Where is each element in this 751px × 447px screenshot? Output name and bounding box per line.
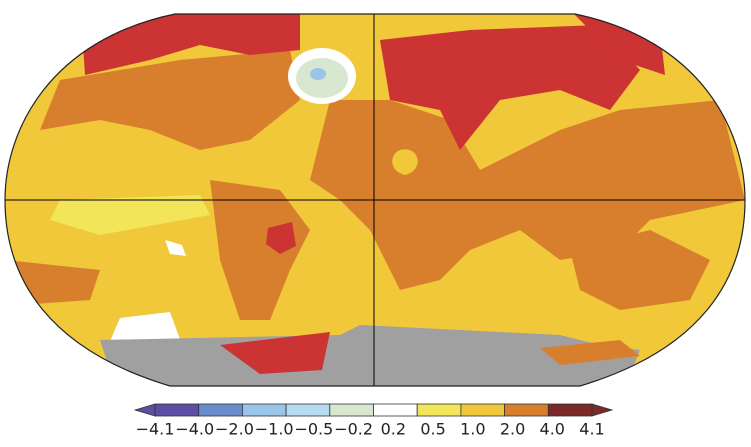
colorbar-label: 4.1 xyxy=(579,420,604,439)
colorbar-label: 0.2 xyxy=(381,420,406,439)
colorbar-label: −4.1 xyxy=(136,420,175,439)
colorbar-label: −0.2 xyxy=(334,420,373,439)
region xyxy=(540,340,640,365)
region xyxy=(220,332,330,374)
colorbar-arrow xyxy=(591,403,614,417)
colorbar-segment xyxy=(198,403,243,417)
region xyxy=(560,14,665,75)
colorbar-label: 1.0 xyxy=(460,420,485,439)
colorbar-segment xyxy=(504,403,549,417)
region xyxy=(266,222,296,254)
region xyxy=(210,180,310,320)
region xyxy=(108,312,182,346)
colorbar-segment xyxy=(547,403,593,417)
region xyxy=(310,100,745,290)
colorbar-segment xyxy=(373,403,418,417)
colorbar-segment xyxy=(329,403,374,417)
colorbar-segment xyxy=(460,403,505,417)
region xyxy=(40,50,300,150)
region xyxy=(50,195,210,235)
colorbar-label: −4.0 xyxy=(175,420,214,439)
region xyxy=(165,240,186,256)
colorbar-segment xyxy=(241,403,287,417)
colorbar-segment xyxy=(416,403,462,417)
map-outline xyxy=(4,13,746,387)
colorbar-arrow xyxy=(133,403,156,417)
colorbar-segment xyxy=(285,403,331,417)
colorbar-label: 2.0 xyxy=(500,420,525,439)
colorbar: −4.1 −4.0 −2.0 −1.0 −0.5 −0.2 0.2 0.5 1.0 2.0 4.0 4… xyxy=(133,403,614,439)
colorbar-label: −2.0 xyxy=(215,420,254,439)
colorbar-label: −0.5 xyxy=(294,420,333,439)
colorbar-label: −1.0 xyxy=(255,420,294,439)
colorbar-label: 0.5 xyxy=(420,420,445,439)
region xyxy=(570,230,710,310)
map xyxy=(5,14,745,386)
colorbar-segment xyxy=(154,403,200,417)
colorbar-label: 4.0 xyxy=(540,420,565,439)
region xyxy=(392,149,418,175)
region xyxy=(310,68,326,80)
region xyxy=(380,25,640,150)
